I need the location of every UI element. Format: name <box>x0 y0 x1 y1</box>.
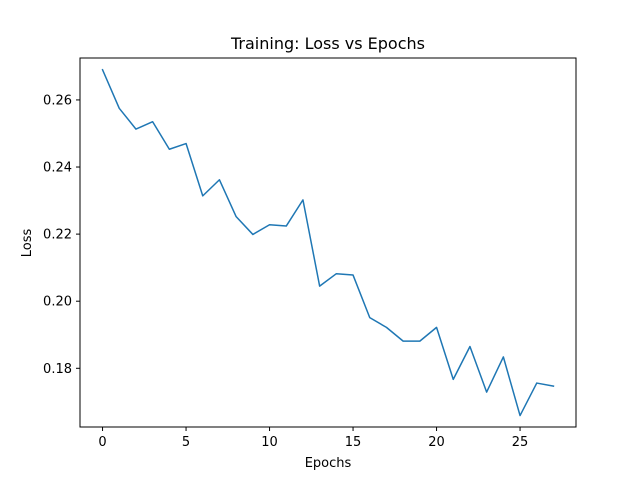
series-layer <box>101 68 555 417</box>
x-tick-label: 10 <box>261 435 278 450</box>
x-axis-ticks: 0 5 10 15 20 25 <box>98 427 528 450</box>
x-tick-label: 25 <box>512 435 529 450</box>
y-tick-label: 0.26 <box>43 93 72 108</box>
y-tick-label: 0.18 <box>43 362 72 377</box>
chart-title: Training: Loss vs Epochs <box>230 34 425 53</box>
plot-frame <box>79 57 577 428</box>
loss-series-line <box>101 68 555 417</box>
x-tick-label: 0 <box>98 435 106 450</box>
x-tick-label: 5 <box>182 435 190 450</box>
x-tick-label: 15 <box>345 435 362 450</box>
y-tick-label: 0.24 <box>43 161 72 176</box>
plot-area <box>80 58 576 427</box>
y-axis-ticks: 0.18 0.20 0.22 0.24 0.26 <box>43 93 80 377</box>
y-tick-label: 0.22 <box>43 228 72 243</box>
y-axis-label: Loss <box>20 229 35 258</box>
x-axis-label: Epochs <box>305 456 352 471</box>
x-tick-label: 20 <box>428 435 445 450</box>
y-tick-label: 0.20 <box>43 295 72 310</box>
